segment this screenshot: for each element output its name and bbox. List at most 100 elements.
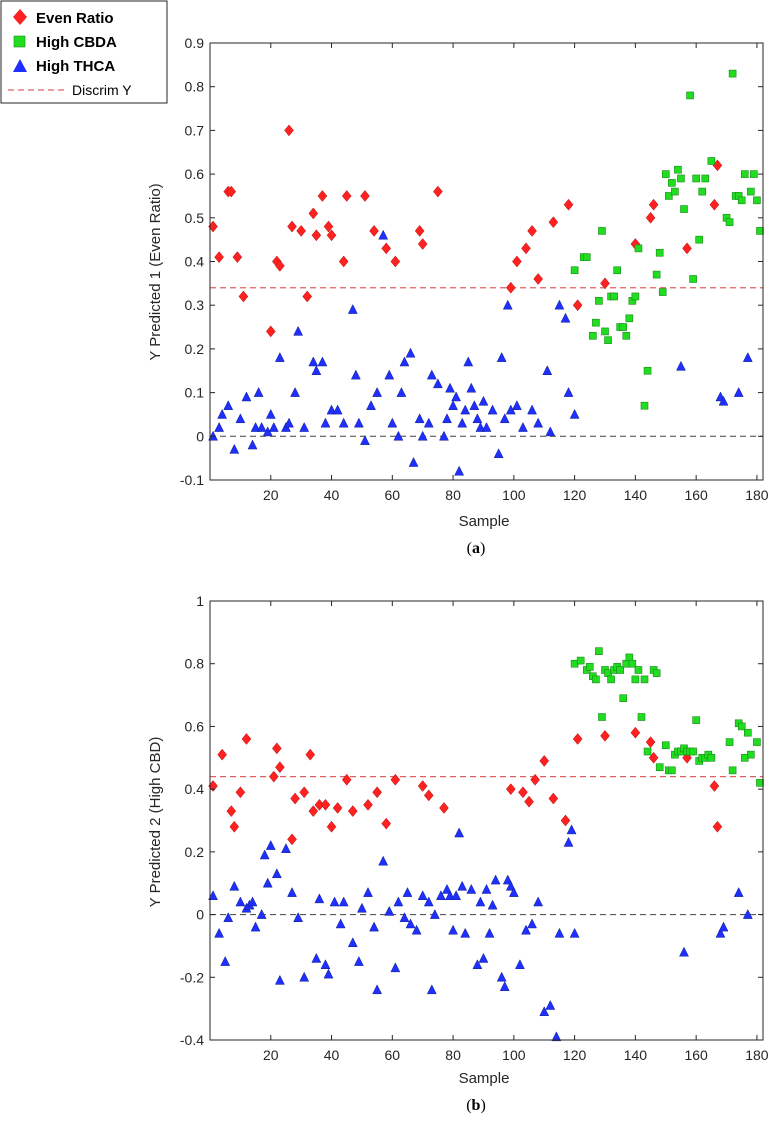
panel-b-point-high-cbda — [595, 647, 603, 655]
panel-b-caption-letter: b — [472, 1097, 481, 1114]
panel-b-point-even-ratio — [217, 748, 227, 761]
panel-b-point-high-cbda — [586, 663, 594, 671]
panel-a-point-high-cbda — [640, 401, 649, 410]
panel-b-point-high-cbda — [634, 666, 643, 674]
panel-a-point-even-ratio — [232, 251, 243, 264]
panel-a-y-tick-label: 0.5 — [185, 210, 205, 226]
panel-b-y-tick-label: 0.4 — [185, 781, 205, 797]
panel-a-point-high-thca — [338, 417, 349, 428]
panel-b-point-high-thca — [466, 883, 477, 894]
panel-a-point-high-thca — [718, 395, 729, 406]
panel-b-point-high-cbda — [753, 738, 761, 746]
panel-a-point-even-ratio — [287, 220, 297, 233]
panel-a-point-high-cbda — [634, 244, 643, 253]
panel-b-point-high-thca — [347, 937, 358, 948]
panel-a-point-high-thca — [527, 404, 537, 415]
panel-b-point-high-thca — [353, 956, 364, 966]
panel-a-point-high-cbda — [698, 187, 707, 196]
panel-b-point-high-thca — [208, 890, 218, 901]
panel-b-point-high-thca — [442, 883, 452, 894]
panel-b-point-high-cbda — [643, 747, 652, 756]
panel-a-y-tick-label: 0.4 — [185, 254, 205, 270]
panel-b-point-high-thca — [287, 887, 297, 897]
panel-a-point-high-thca — [378, 229, 389, 240]
panel-b-point-high-thca — [390, 962, 401, 973]
panel-b-point-high-cbda — [607, 675, 615, 684]
panel-a-point-high-cbda — [668, 179, 676, 187]
panel-a-point-high-cbda — [625, 314, 634, 323]
panel-b-point-high-cbda — [744, 728, 752, 737]
panel-b-point-even-ratio — [548, 792, 559, 805]
panel-a-y-tick-label: 0.7 — [185, 122, 205, 138]
panel-a-y-tick-label: 0 — [196, 428, 204, 444]
panel-b-point-even-ratio — [518, 786, 528, 799]
panel-a-point-high-cbda — [592, 318, 600, 327]
panel-a-point-even-ratio — [645, 211, 656, 224]
panel-b-point-high-thca — [679, 946, 689, 957]
panel-a-point-high-thca — [229, 443, 240, 454]
legend-label-high-thca: High THCA — [36, 58, 115, 75]
panel-a-point-even-ratio — [317, 190, 328, 202]
legend-label-discrim-y: Discrim Y — [72, 82, 132, 98]
panel-a-point-high-thca — [454, 465, 465, 476]
panel-a-plot-area — [210, 43, 763, 480]
panel-a-point-even-ratio — [682, 242, 692, 255]
panel-b-y-tick-label: 0.6 — [185, 718, 205, 734]
panel-a-point-high-thca — [466, 382, 477, 393]
panel-b-y-axis-label: Y Predicted 2 (High CBD) — [147, 737, 164, 908]
panel-a-point-high-cbda — [601, 327, 609, 336]
panel-a-point-high-thca — [265, 408, 276, 419]
panel-b-point-high-thca — [472, 959, 483, 969]
panel-a-point-high-thca — [311, 365, 322, 375]
panel-a-point-high-thca — [317, 356, 328, 367]
panel-b-point-high-thca — [399, 912, 410, 922]
panel-a-point-high-thca — [350, 369, 361, 380]
panel-b-point-high-thca — [426, 984, 437, 995]
panel-b-point-high-cbda — [668, 766, 676, 775]
panel-b-y-tick-label: 0.2 — [185, 844, 205, 860]
panel-a-point-high-thca — [366, 400, 376, 410]
panel-a-point-high-thca — [274, 352, 285, 362]
panel-b-point-high-thca — [490, 874, 501, 885]
panel-b-point-high-thca — [411, 924, 422, 935]
panel-b-point-even-ratio — [423, 789, 434, 802]
panel-a-point-even-ratio — [369, 225, 379, 237]
panel-b-point-high-thca — [293, 912, 304, 922]
panel-b-point-high-thca — [378, 855, 389, 866]
panel-a-point-high-cbda — [692, 174, 700, 183]
panel-b-point-high-cbda — [640, 675, 649, 684]
panel-a-point-even-ratio — [311, 229, 322, 242]
panel-a-point-high-thca — [448, 400, 458, 410]
panel-b-point-high-cbda — [747, 750, 755, 759]
panel-a-point-high-thca — [542, 365, 553, 375]
panel-a-y-tick-label: -0.1 — [180, 472, 204, 488]
panel-b-point-high-thca — [323, 968, 334, 979]
panel-b-point-high-thca — [223, 912, 234, 922]
panel-b-point-high-cbda — [661, 741, 670, 750]
panel-b-x-tick-label: 40 — [324, 1047, 340, 1063]
panel-b-point-even-ratio — [372, 786, 382, 799]
panel-a-point-high-cbda — [756, 227, 764, 235]
panel-b-point-even-ratio — [341, 773, 352, 786]
panel-b-x-axis-label: Sample — [459, 1070, 510, 1087]
panel-a-point-high-thca — [460, 404, 471, 415]
panel-b-point-high-cbda — [689, 747, 697, 756]
panel-b-point-high-thca — [499, 981, 510, 991]
panel-b-point-high-thca — [454, 827, 465, 838]
panel-a-point-even-ratio — [214, 251, 224, 264]
panel-a-point-high-cbda — [582, 253, 591, 261]
panel-a-point-even-ratio — [341, 190, 352, 202]
panel-a-point-high-cbda — [589, 331, 597, 340]
panel-a-point-even-ratio — [381, 242, 392, 255]
panel-b-y-tick-label: 0 — [196, 907, 204, 923]
panel-a-y-tick-label: 0.1 — [185, 385, 205, 401]
panel-a-point-high-thca — [481, 422, 492, 432]
panel-a-point-high-cbda — [658, 288, 667, 296]
panel-b-point-high-thca — [715, 927, 726, 938]
panel-b-x-tick-label: 60 — [385, 1047, 401, 1063]
panel-a-point-high-cbda — [707, 157, 716, 165]
panel-a-point-even-ratio — [414, 225, 425, 237]
panel-b-point-high-thca — [508, 887, 519, 897]
panel-a-point-high-thca — [463, 356, 474, 367]
